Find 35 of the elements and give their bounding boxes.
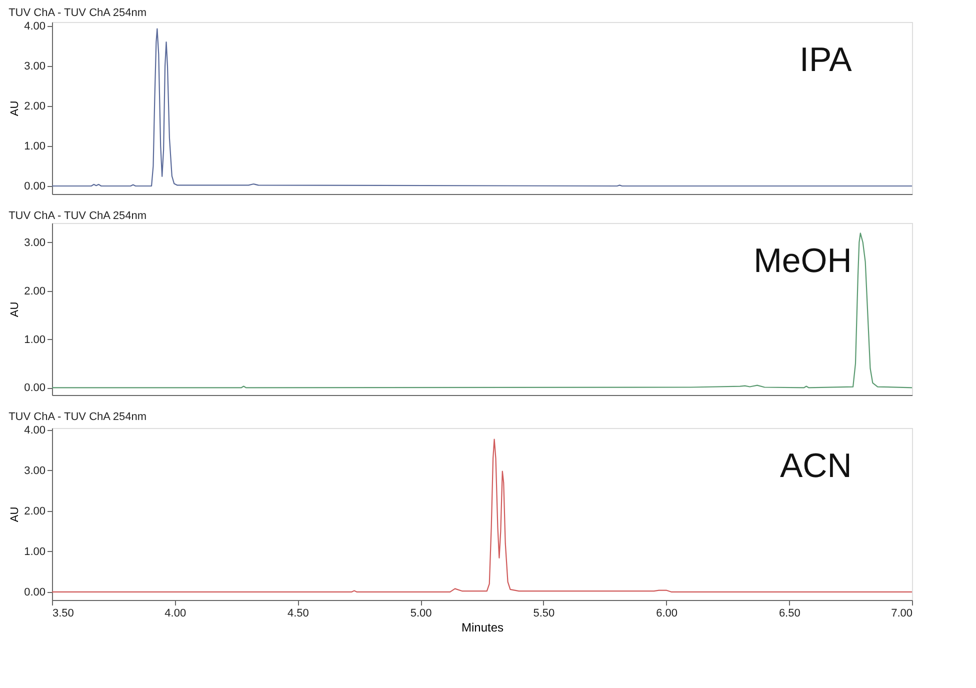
y-tick-label: 3.00 bbox=[24, 464, 46, 477]
chart-title: TUV ChA - TUV ChA 254nm bbox=[8, 411, 147, 424]
y-tick-label: 0.00 bbox=[24, 180, 46, 192]
y-tick-label: 1.00 bbox=[24, 140, 46, 152]
y-axis-title: AU bbox=[9, 302, 22, 318]
y-tick-label: 4.00 bbox=[24, 20, 46, 32]
x-tick-label: 4.50 bbox=[288, 608, 309, 620]
y-tick-label: 3.00 bbox=[24, 60, 46, 72]
y-tick-label: 0.00 bbox=[24, 586, 46, 598]
x-tick-label: 3.50 bbox=[52, 608, 74, 620]
x-tick-label: 4.00 bbox=[164, 608, 186, 620]
y-tick-label: 3.00 bbox=[24, 236, 46, 249]
line-series bbox=[51, 232, 913, 388]
x-axis-title: Minutes bbox=[461, 620, 504, 634]
chart-title: TUV ChA - TUV ChA 254nm bbox=[8, 7, 147, 19]
y-tick-label: 0.00 bbox=[24, 382, 46, 394]
text: IPA bbox=[800, 41, 852, 79]
x-tick-label: 6.50 bbox=[778, 608, 800, 620]
x-tick-label: 5.00 bbox=[410, 608, 432, 620]
y-tick-label: 2.00 bbox=[24, 100, 46, 112]
y-axis-title: AU bbox=[9, 506, 22, 522]
chart-title: TUV ChA - TUV ChA 254nm bbox=[8, 210, 147, 222]
x-tick-label: 7.00 bbox=[891, 608, 912, 620]
x-tick-label: 6.00 bbox=[656, 608, 678, 620]
series-label: MeOH bbox=[754, 242, 852, 280]
line-series bbox=[51, 28, 913, 187]
y-tick-label: 1.00 bbox=[24, 334, 46, 346]
line-series bbox=[51, 438, 913, 592]
y-tick-label: 1.00 bbox=[24, 546, 46, 558]
y-tick-label: 2.00 bbox=[24, 285, 46, 298]
y-tick-label: 2.00 bbox=[24, 505, 46, 518]
text: ACN bbox=[780, 447, 852, 485]
x-tick-label: 5.50 bbox=[533, 608, 555, 620]
y-axis-title: AU bbox=[9, 100, 22, 116]
y-tick-label: 4.00 bbox=[24, 424, 46, 437]
